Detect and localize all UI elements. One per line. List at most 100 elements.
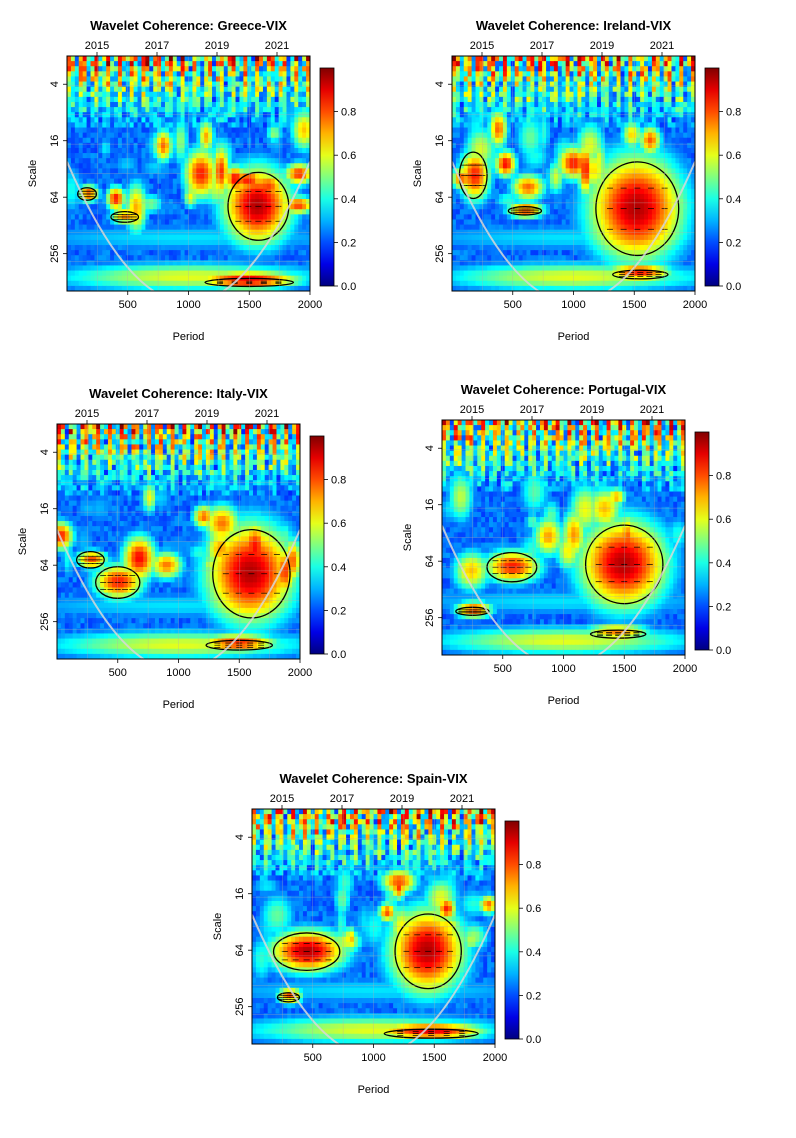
- chart-spain-vix-heatmap: [252, 809, 495, 1044]
- x-tick-label: 1500: [422, 1052, 446, 1064]
- x-tick-label: 2000: [288, 667, 312, 679]
- colorbar-tick-label: 0.4: [716, 558, 731, 570]
- colorbar-tick-label: 0.4: [526, 947, 541, 959]
- chart-title: Wavelet Coherence: Greece-VIX: [90, 18, 287, 33]
- y-axis-label: Scale: [212, 913, 224, 941]
- chart-portugal-vix: Wavelet Coherence: Portugal-VIX 2015 2017 2…: [395, 376, 765, 741]
- x-tick-label: 500: [494, 663, 512, 675]
- top-tick-label: 2021: [450, 793, 474, 805]
- y-axis-label: Scale: [412, 160, 424, 188]
- colorbar-tick-label: 0.4: [726, 194, 741, 206]
- y-axis-label: Scale: [27, 160, 39, 188]
- colorbar-tick-label: 0.6: [526, 903, 541, 915]
- x-axis-label: Period: [358, 1084, 390, 1096]
- colorbar-tick-label: 0.6: [726, 150, 741, 162]
- chart-italy-vix: Wavelet Coherence: Italy-VIX 2015 2017 2019…: [10, 380, 380, 745]
- x-tick-label: 1000: [561, 299, 585, 311]
- cone-of-influence: [57, 529, 300, 659]
- colorbar-tick-label: 0.2: [341, 237, 356, 249]
- top-tick-label: 2015: [460, 404, 484, 416]
- y-tick-label: 256: [234, 997, 246, 1015]
- chart-title: Wavelet Coherence: Ireland-VIX: [476, 18, 672, 33]
- colorbar-tick-label: 0.2: [331, 605, 346, 617]
- cone-of-influence: [442, 525, 685, 655]
- colorbar-tick-label: 0.6: [331, 518, 346, 530]
- cone-of-influence: [67, 161, 310, 291]
- chart-ireland-vix-svg: Wavelet Coherence: Ireland-VIX 2015 2017 20…: [412, 18, 741, 343]
- y-tick-label: 4: [434, 81, 446, 87]
- colorbar-tick-label: 0.8: [341, 107, 356, 119]
- cone-of-influence: [452, 161, 695, 291]
- colorbar: [694, 431, 710, 651]
- y-tick-label: 64: [49, 191, 61, 203]
- significance-contour: [212, 528, 291, 619]
- x-tick-label: 500: [109, 667, 127, 679]
- top-tick-label: 2017: [330, 793, 354, 805]
- top-tick-label: 2017: [530, 40, 554, 52]
- y-tick-label: 64: [39, 559, 51, 571]
- significance-contour: [458, 151, 488, 200]
- colorbar-tick-label: 0.8: [716, 471, 731, 483]
- chart-portugal-vix-svg: Wavelet Coherence: Portugal-VIX 2015 2017 2…: [402, 382, 731, 707]
- top-tick-label: 2015: [470, 40, 494, 52]
- y-tick-label: 4: [234, 834, 246, 840]
- x-tick-label: 1000: [176, 299, 200, 311]
- y-tick-label: 64: [424, 555, 436, 567]
- top-tick-label: 2019: [590, 40, 614, 52]
- top-tick-label: 2017: [520, 404, 544, 416]
- x-tick-label: 1500: [622, 299, 646, 311]
- y-tick-label: 64: [434, 191, 446, 203]
- x-tick-label: 1500: [612, 663, 636, 675]
- chart-ireland-vix-heatmap: [452, 56, 695, 291]
- significance-contour: [272, 932, 341, 972]
- chart-greece-vix-svg: Wavelet Coherence: Greece-VIX 2015 2017 201…: [27, 18, 356, 343]
- significance-contour: [612, 269, 669, 280]
- colorbar-tick-label: 0.0: [716, 645, 731, 657]
- x-tick-label: 1000: [166, 667, 190, 679]
- significance-contour: [486, 551, 538, 583]
- y-tick-label: 64: [234, 944, 246, 956]
- significance-contour: [507, 206, 543, 216]
- x-axis-label: Period: [173, 331, 205, 343]
- x-tick-label: 1500: [227, 667, 251, 679]
- y-tick-label: 256: [39, 612, 51, 630]
- top-tick-label: 2021: [650, 40, 674, 52]
- chart-title: Wavelet Coherence: Spain-VIX: [279, 771, 467, 786]
- significance-contour: [75, 551, 105, 569]
- colorbar: [319, 67, 335, 287]
- chart-title: Wavelet Coherence: Portugal-VIX: [461, 382, 667, 397]
- x-tick-label: 1000: [551, 663, 575, 675]
- colorbar: [704, 67, 720, 287]
- y-tick-label: 4: [424, 445, 436, 451]
- y-tick-label: 256: [424, 608, 436, 626]
- x-tick-label: 500: [119, 299, 137, 311]
- x-tick-label: 1000: [361, 1052, 385, 1064]
- y-tick-label: 16: [49, 135, 61, 147]
- x-tick-label: 500: [304, 1052, 322, 1064]
- y-tick-label: 4: [39, 449, 51, 455]
- colorbar-tick-label: 0.4: [331, 562, 346, 574]
- chart-italy-vix-svg: Wavelet Coherence: Italy-VIX 2015 2017 2019…: [17, 386, 346, 711]
- x-tick-label: 2000: [483, 1052, 507, 1064]
- cone-of-influence: [252, 914, 495, 1044]
- x-axis-label: Period: [558, 331, 590, 343]
- top-tick-label: 2021: [265, 40, 289, 52]
- colorbar-tick-label: 0.0: [726, 281, 741, 293]
- top-tick-label: 2017: [135, 408, 159, 420]
- colorbar-tick-label: 0.0: [341, 281, 356, 293]
- top-tick-label: 2021: [640, 404, 664, 416]
- y-tick-label: 16: [234, 888, 246, 900]
- y-tick-label: 16: [424, 499, 436, 511]
- chart-spain-vix-svg: Wavelet Coherence: Spain-VIX 2015 2017 2019…: [212, 771, 541, 1096]
- colorbar-tick-label: 0.6: [341, 150, 356, 162]
- colorbar-tick-label: 0.8: [726, 107, 741, 119]
- x-tick-label: 1500: [237, 299, 261, 311]
- top-tick-label: 2019: [205, 40, 229, 52]
- top-tick-label: 2015: [270, 793, 294, 805]
- top-tick-label: 2015: [85, 40, 109, 52]
- x-tick-label: 2000: [683, 299, 707, 311]
- x-tick-label: 2000: [298, 299, 322, 311]
- colorbar-tick-label: 0.2: [526, 990, 541, 1002]
- chart-title: Wavelet Coherence: Italy-VIX: [89, 386, 268, 401]
